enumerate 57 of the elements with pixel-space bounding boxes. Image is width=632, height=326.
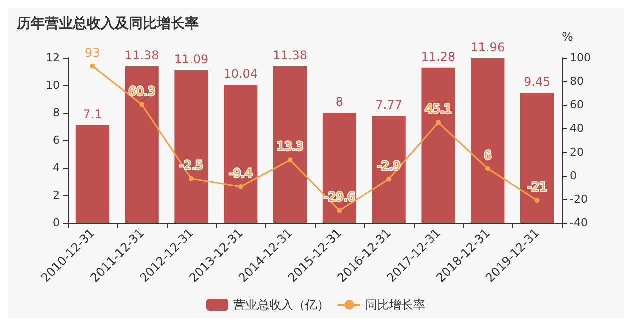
chart-title: 历年营业总收入及同比增长率	[16, 15, 199, 32]
point	[90, 64, 96, 69]
point	[534, 198, 540, 204]
bar	[274, 66, 308, 223]
data-label: -2.9	[377, 158, 401, 173]
bar	[76, 125, 110, 223]
point	[288, 158, 293, 163]
point	[337, 208, 342, 214]
point	[386, 176, 392, 182]
bar	[224, 84, 258, 223]
data-label: 8	[336, 95, 344, 109]
data-label: 11.96	[470, 40, 506, 55]
data-label: 45.1	[425, 102, 452, 116]
bar	[174, 70, 208, 223]
point	[238, 184, 244, 190]
data-label: 10.04	[224, 66, 258, 81]
data-label: 11.38	[124, 48, 160, 63]
legend-label: 营业总收入（亿）	[234, 298, 330, 312]
data-label: 11.28	[421, 50, 456, 64]
y2-tick-label: -40	[570, 216, 588, 230]
bar	[125, 66, 159, 223]
point	[436, 120, 441, 126]
data-label: 60.3	[128, 84, 156, 98]
y-tick-label: 2	[53, 189, 60, 202]
bar	[322, 113, 356, 223]
legend-label: 同比增长率	[366, 298, 426, 312]
y-tick-label: 10	[46, 79, 60, 92]
y-tick-label: 8	[53, 106, 60, 120]
y2-tick-label: 20	[570, 146, 584, 159]
data-label: 7.1	[83, 107, 102, 122]
y-tick-label: 12	[46, 52, 60, 64]
data-label: 11.09	[174, 52, 209, 67]
y2-tick-label: 40	[570, 122, 584, 136]
y-tick-label: 6	[53, 134, 60, 147]
data-label: 11.38	[273, 48, 308, 63]
point	[189, 176, 194, 182]
data-label: 13.3	[276, 140, 304, 154]
point	[485, 166, 490, 172]
y2-tick-label: -20	[570, 192, 588, 206]
y-tick-label: 0	[53, 216, 60, 230]
data-label: 7.77	[376, 98, 402, 112]
y2-tick-label: 60	[570, 98, 584, 112]
bar	[520, 93, 554, 223]
y2-tick-label: 80	[570, 75, 584, 88]
y2-tick-label: 100	[570, 52, 591, 64]
y2-axis-title: %	[562, 30, 574, 44]
point	[140, 102, 145, 108]
data-label: -9.4	[229, 166, 253, 180]
data-label: 6	[484, 148, 492, 162]
bar	[471, 58, 505, 223]
bar	[422, 68, 456, 223]
data-label: 9.45	[524, 75, 551, 90]
y-tick-label: 4	[53, 162, 60, 174]
data-label: -21	[527, 180, 548, 194]
y2-tick-label: 0	[570, 169, 577, 182]
data-label: 93	[85, 46, 100, 60]
bar	[372, 116, 406, 223]
